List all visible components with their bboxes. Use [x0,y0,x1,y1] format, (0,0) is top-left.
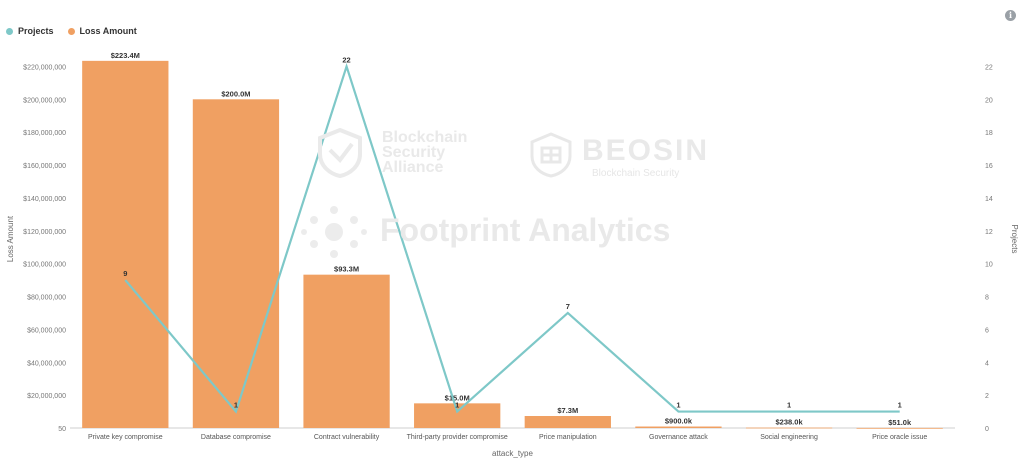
y-left-tick-label: $80,000,000 [27,295,66,302]
line-data-label: 1 [234,401,238,410]
line-projects [124,62,900,414]
y-left-tick-label: $160,000,000 [23,163,66,170]
bar-data-label: $200.0M [221,89,250,98]
y-left-axis-title: Loss Amount [6,215,15,262]
bar-loss-amount [82,60,169,429]
line-data-label: 9 [123,269,127,278]
x-tick-label: Database compromise [201,434,271,441]
bar-loss-amount [856,427,943,429]
legend-item-projects[interactable]: Projects [6,26,54,36]
bar-data-label: $238.0k [776,418,804,427]
y-left-tick-label: $200,000,000 [23,97,66,104]
y-right-tick-label: 20 [985,97,993,104]
y-right-tick-label: 18 [985,130,993,137]
bar-loss-amount [635,426,722,428]
x-tick-label: Governance attack [649,434,708,441]
bar-loss-amount [303,274,390,428]
legend: Projects Loss Amount [6,26,137,36]
y-left-tick-label: $180,000,000 [23,130,66,137]
legend-dot-loss-amount [67,27,75,35]
line-data-label: 1 [676,401,680,410]
x-tick-label: Third-party provider compromise [407,434,508,441]
y-left-tick-label: 50 [58,426,66,433]
legend-label-projects: Projects [18,26,54,36]
y-right-tick-label: 10 [985,262,993,269]
bar-loss-amount [524,416,611,428]
y-right-tick-label: 0 [985,426,989,433]
bar-data-label: $15.0M [445,393,470,402]
y-right-tick-label: 4 [985,360,989,367]
bar-data-label: $223.4M [111,51,140,60]
shield-logo-watermark [318,128,362,178]
x-tick-label: Social engineering [760,434,818,441]
y-right-tick-label: 22 [985,64,993,71]
x-axis-title: attack_type [492,449,533,458]
line-data-label: 1 [455,401,459,410]
line-data-label: 1 [898,401,902,410]
bar-data-label: $93.3M [334,265,359,274]
legend-item-loss-amount[interactable]: Loss Amount [67,26,137,36]
y-left-tick-label: $60,000,000 [27,327,66,334]
line-data-label: 7 [566,302,570,311]
bar-loss-amount [414,403,501,428]
y-right-tick-label: 6 [985,327,989,334]
bar-data-label: $7.3M [557,406,578,415]
bar-loss-amount [192,99,280,428]
y-right-tick-label: 12 [985,229,993,236]
legend-label-loss-amount: Loss Amount [79,26,137,36]
x-tick-label: Price manipulation [539,434,597,441]
bar-data-label: $900.0k [665,417,693,426]
y-right-tick-label: 14 [985,196,993,203]
y-left-tick-label: $20,000,000 [27,393,66,400]
y-right-axis-title: Projects [1010,225,1019,254]
x-tick-label: Price oracle issue [872,434,927,441]
y-right-tick-label: 2 [985,393,989,400]
legend-dot-projects [6,27,13,35]
info-icon[interactable]: i [1005,10,1016,21]
beosin-logo-watermark [530,132,572,178]
line-data-label: 22 [342,55,350,64]
y-right-tick-label: 16 [985,163,993,170]
bar-loss-amount [745,427,833,429]
y-left-tick-label: $120,000,000 [23,229,66,236]
line-data-label: 1 [787,401,791,410]
y-left-tick-label: $40,000,000 [27,360,66,367]
footprint-logo-watermark [301,206,367,258]
y-left-tick-label: $140,000,000 [23,196,66,203]
y-right-tick-label: 8 [985,295,989,302]
y-left-tick-label: $100,000,000 [23,262,66,269]
x-tick-label: Private key compromise [88,434,163,441]
x-tick-label: Contract vulnerability [314,434,380,441]
bar-data-label: $51.0k [888,418,912,427]
y-left-tick-label: $220,000,000 [23,64,66,71]
